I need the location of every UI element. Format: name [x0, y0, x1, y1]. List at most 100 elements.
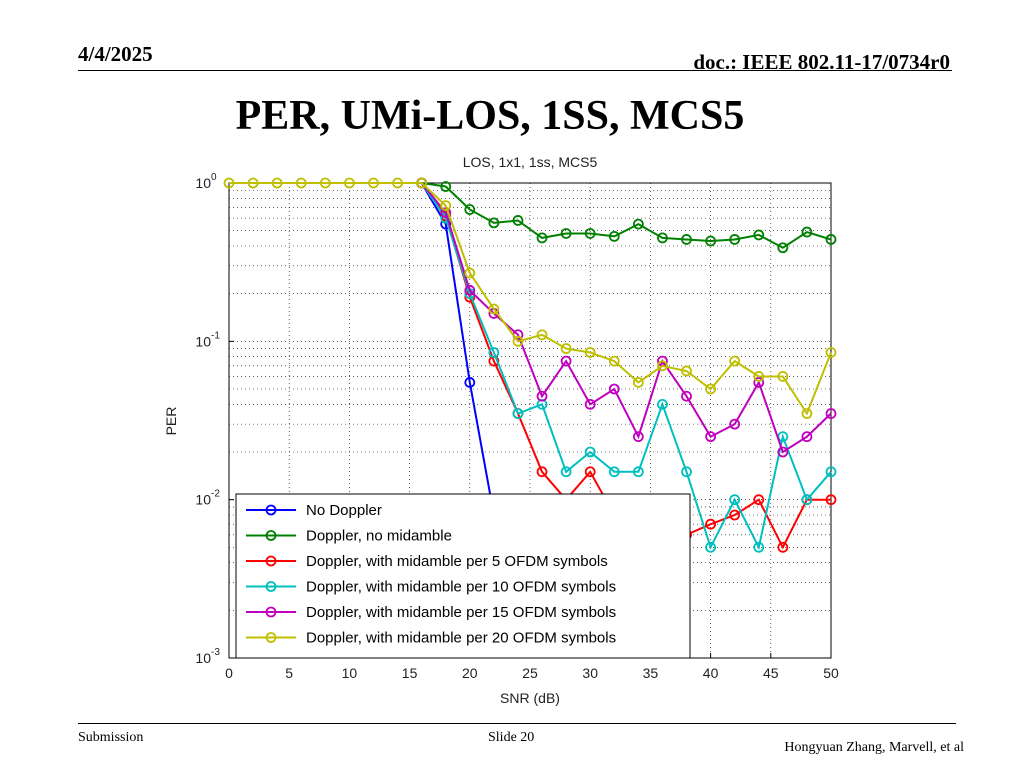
- data-point: [392, 177, 403, 189]
- footer-author: Hongyuan Zhang, Marvell, et al: [784, 740, 964, 755]
- data-point: [488, 303, 500, 315]
- data-point: [319, 177, 331, 189]
- data-point: [488, 347, 500, 358]
- x-tick-label: 5: [285, 665, 293, 681]
- data-point: [584, 347, 596, 358]
- y-tick-exponent: -1: [211, 330, 220, 341]
- data-point: [825, 494, 837, 506]
- data-point: [705, 383, 716, 395]
- series-line: [420, 182, 832, 551]
- data-point: [681, 466, 692, 478]
- series-line: [229, 182, 832, 416]
- data-point: [825, 466, 837, 478]
- data-point: [729, 509, 741, 521]
- data-point: [584, 466, 596, 478]
- data-point: [681, 234, 692, 245]
- data-point: [729, 494, 741, 506]
- x-tick-label: 10: [342, 665, 358, 681]
- data-point: [560, 228, 572, 239]
- data-point: [632, 466, 644, 478]
- data-point: [512, 335, 524, 347]
- data-point: [777, 242, 789, 254]
- data-point: [512, 408, 524, 419]
- legend-item: Doppler, with midamble per 20 OFDM symbo…: [246, 630, 616, 647]
- legend-label: Doppler, with midamble per 15 OFDM symbo…: [306, 604, 616, 621]
- data-point: [681, 390, 692, 402]
- legend-item: Doppler, with midamble per 10 OFDM symbo…: [246, 579, 616, 596]
- y-tick-exponent: 0: [211, 172, 217, 183]
- legend-swatch-marker: [265, 504, 277, 516]
- data-point: [729, 418, 741, 430]
- legend-swatch-marker: [265, 632, 277, 643]
- x-tick-label: 30: [582, 665, 598, 681]
- slide-title: PER, UMi-LOS, 1SS, MCS5: [235, 93, 745, 139]
- data-point: [825, 234, 837, 245]
- x-tick-label: 0: [225, 665, 233, 681]
- data-point: [705, 518, 716, 530]
- data-point: [729, 234, 741, 245]
- x-tick-label: 25: [522, 665, 538, 681]
- data-point: [416, 177, 428, 189]
- data-point: [584, 398, 596, 410]
- data-point: [536, 390, 548, 402]
- series-6: [223, 177, 837, 419]
- data-point: [464, 377, 476, 388]
- data-point: [536, 398, 548, 410]
- data-point: [608, 355, 620, 367]
- legend-box: [235, 493, 691, 659]
- x-tick-label: 20: [462, 665, 478, 681]
- data-point: [753, 229, 765, 241]
- chart-title: LOS, 1x1, 1ss, MCS5: [463, 154, 598, 170]
- data-point: [560, 466, 572, 478]
- data-point: [753, 494, 765, 506]
- series-1: [416, 177, 500, 521]
- data-point: [247, 177, 259, 189]
- x-tick-label: 15: [402, 665, 418, 681]
- series-line: [421, 182, 832, 249]
- legend-swatch-marker: [265, 606, 277, 618]
- data-point: [343, 177, 355, 189]
- x-tick-label: 50: [823, 665, 839, 681]
- legend-item: Doppler, with midamble per 5 OFDM symbol…: [246, 553, 608, 570]
- data-point: [825, 347, 837, 358]
- slide-date: 4/4/2025: [78, 42, 153, 66]
- data-point: [584, 446, 596, 458]
- data-point: [584, 228, 596, 239]
- x-tick-label: 35: [643, 665, 659, 681]
- data-point: [825, 408, 837, 419]
- footer-submission: Submission: [78, 730, 144, 745]
- data-point: [560, 343, 572, 354]
- series-line: [420, 182, 832, 454]
- data-point: [729, 355, 741, 367]
- series-line: [420, 182, 831, 550]
- legend-label: Doppler, with midamble per 20 OFDM symbo…: [306, 630, 616, 647]
- data-point: [608, 466, 620, 478]
- data-point: [657, 360, 668, 372]
- data-point: [488, 217, 500, 229]
- header-divider: [78, 70, 952, 71]
- data-point: [801, 226, 813, 238]
- data-point: [295, 177, 307, 189]
- x-axis-label: SNR (dB): [500, 690, 560, 706]
- data-point: [632, 431, 644, 443]
- data-point: [632, 218, 644, 230]
- data-point: [368, 177, 379, 189]
- data-point: [777, 541, 789, 553]
- slide-number: Slide 20: [488, 730, 535, 745]
- data-point: [536, 329, 548, 341]
- data-point: [705, 431, 716, 443]
- data-point: [223, 177, 235, 189]
- data-point: [464, 267, 476, 279]
- data-point: [681, 365, 692, 377]
- data-point: [464, 284, 476, 296]
- y-tick-exponent: -2: [211, 489, 220, 500]
- x-tick-label: 45: [763, 665, 779, 681]
- y-tick-label: 10: [195, 175, 211, 191]
- data-point: [777, 446, 789, 458]
- data-point: [777, 371, 789, 382]
- data-point: [705, 235, 716, 247]
- data-point: [657, 398, 668, 410]
- series-4: [416, 177, 837, 553]
